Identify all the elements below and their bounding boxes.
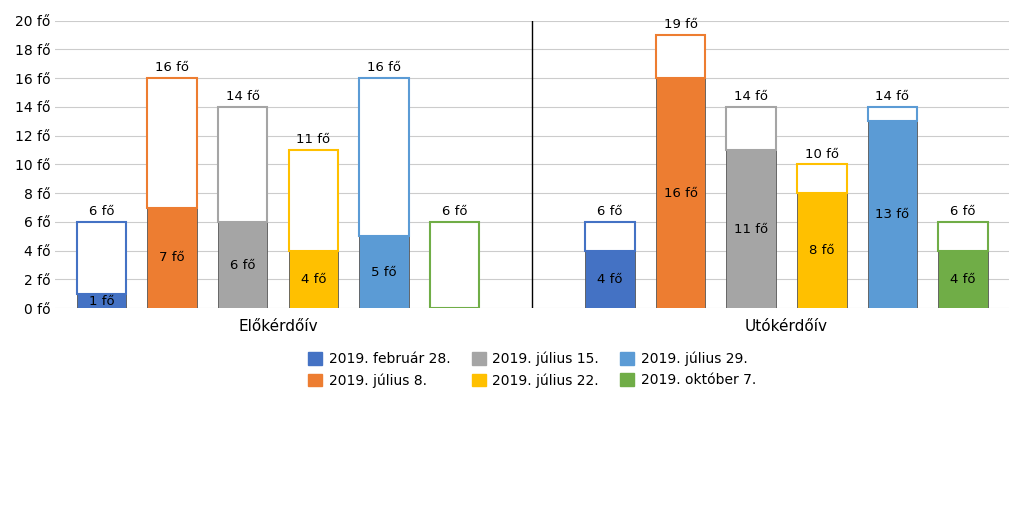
Text: 4 fő: 4 fő [950,273,976,286]
Bar [867,107,918,121]
Bar [797,193,847,308]
Text: 16 fő: 16 fő [155,61,189,74]
Bar [77,294,126,308]
Bar [938,222,988,250]
Text: 6 fő: 6 fő [230,258,255,271]
Bar [726,107,776,150]
Bar [797,165,847,193]
Text: 1 fő: 1 fő [89,294,115,308]
Text: 4 fő: 4 fő [300,273,326,286]
Bar [726,150,776,308]
Bar [655,78,706,308]
Text: 16 fő: 16 fő [664,187,697,200]
Text: 6 fő: 6 fő [441,205,467,219]
Text: 11 fő: 11 fő [296,134,331,146]
Bar [218,107,267,222]
Text: 6 fő: 6 fő [597,205,623,219]
Text: 13 fő: 13 fő [876,208,909,221]
Text: 7 fő: 7 fő [159,252,185,265]
Bar [359,236,409,308]
Text: 6 fő: 6 fő [950,205,976,219]
Text: 14 fő: 14 fő [734,90,768,103]
Bar [218,222,267,308]
Text: 14 fő: 14 fő [876,90,909,103]
Bar [289,250,338,308]
Bar [938,250,988,308]
Bar [430,222,479,308]
Text: 8 fő: 8 fő [809,244,835,257]
Text: 11 fő: 11 fő [734,223,768,236]
Text: 10 fő: 10 fő [805,148,839,161]
Bar [359,78,409,236]
Bar [289,150,338,250]
Text: 16 fő: 16 fő [367,61,401,74]
Bar [147,78,197,208]
Text: 19 fő: 19 fő [664,18,697,31]
Bar [655,35,706,78]
Text: 5 fő: 5 fő [371,266,396,279]
Bar [147,208,197,308]
Bar [77,222,126,294]
Text: 6 fő: 6 fő [89,205,114,219]
Text: 14 fő: 14 fő [225,90,260,103]
Text: 4 fő: 4 fő [597,273,623,286]
Legend: 2019. február 28., 2019. július 8., 2019. július 15., 2019. július 22., 2019. jú: 2019. február 28., 2019. július 8., 2019… [303,346,762,394]
Bar [867,121,918,308]
Bar [586,222,635,250]
Bar [586,250,635,308]
